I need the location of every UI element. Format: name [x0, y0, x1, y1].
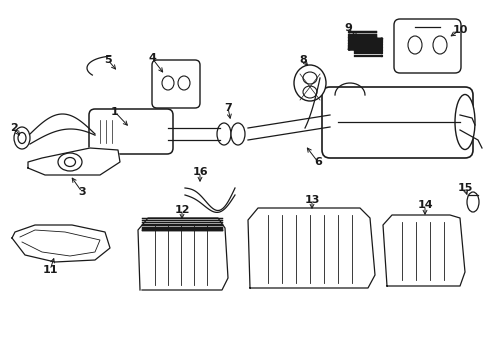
Polygon shape	[28, 148, 120, 175]
Ellipse shape	[303, 86, 317, 98]
Text: 14: 14	[417, 200, 433, 210]
Polygon shape	[138, 218, 228, 290]
Ellipse shape	[433, 36, 447, 54]
FancyBboxPatch shape	[152, 60, 200, 108]
Polygon shape	[12, 225, 110, 262]
Ellipse shape	[408, 36, 422, 54]
Text: 7: 7	[224, 103, 232, 113]
Text: 6: 6	[314, 157, 322, 167]
Text: 3: 3	[78, 187, 86, 197]
Text: 11: 11	[42, 265, 58, 275]
Polygon shape	[248, 208, 375, 288]
Ellipse shape	[231, 123, 245, 145]
Text: 12: 12	[174, 205, 190, 215]
Ellipse shape	[303, 72, 317, 84]
Ellipse shape	[217, 123, 231, 145]
Polygon shape	[383, 215, 465, 286]
Ellipse shape	[294, 65, 326, 101]
Ellipse shape	[65, 158, 75, 166]
FancyBboxPatch shape	[322, 87, 473, 158]
FancyBboxPatch shape	[89, 109, 173, 154]
Text: 16: 16	[192, 167, 208, 177]
Text: 8: 8	[299, 55, 307, 65]
Text: 9: 9	[344, 23, 352, 33]
Text: 13: 13	[304, 195, 319, 205]
Ellipse shape	[162, 76, 174, 90]
Ellipse shape	[14, 127, 30, 149]
FancyBboxPatch shape	[394, 19, 461, 73]
Text: 15: 15	[457, 183, 473, 193]
Ellipse shape	[178, 76, 190, 90]
Ellipse shape	[467, 192, 479, 212]
Text: 2: 2	[10, 123, 18, 133]
Text: 5: 5	[104, 55, 112, 65]
Ellipse shape	[58, 153, 82, 171]
Text: 1: 1	[111, 107, 119, 117]
Ellipse shape	[18, 132, 26, 144]
Ellipse shape	[455, 94, 475, 149]
Text: 10: 10	[452, 25, 467, 35]
Text: 4: 4	[148, 53, 156, 63]
